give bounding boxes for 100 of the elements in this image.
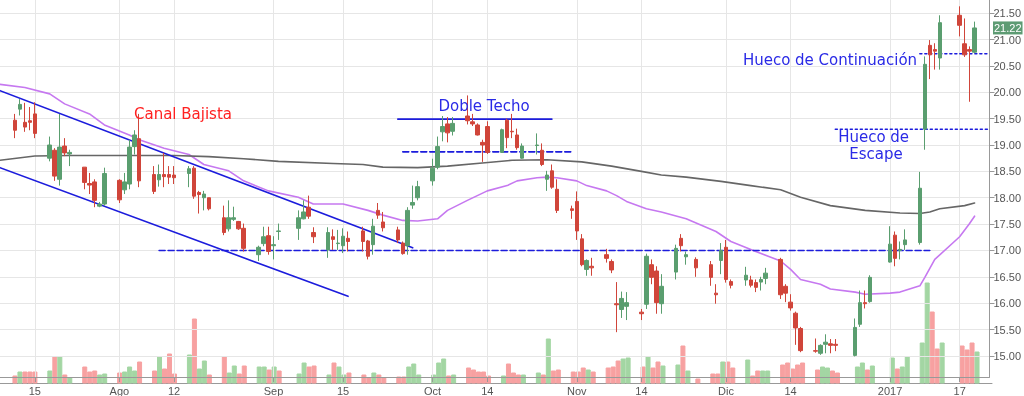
bar xyxy=(446,375,452,384)
candlestick xyxy=(346,230,350,253)
bar xyxy=(466,367,472,384)
bar xyxy=(924,282,930,384)
bar xyxy=(580,367,586,384)
candlestick xyxy=(813,338,818,354)
x-tick-label: 2017 xyxy=(877,384,903,396)
bar xyxy=(326,374,332,384)
candlestick xyxy=(903,228,907,251)
candlestick xyxy=(818,343,823,356)
x-tick-label: 12 xyxy=(167,384,181,396)
candlestick xyxy=(500,128,504,154)
candlestick xyxy=(853,317,857,357)
bar xyxy=(760,370,766,384)
x-tick-label: Dic xyxy=(718,384,735,396)
candlestick xyxy=(520,142,524,160)
y-tick-label: 16.00 xyxy=(993,297,1021,310)
bar xyxy=(834,372,840,384)
candlestick xyxy=(639,308,644,321)
bar xyxy=(520,374,526,384)
bar xyxy=(346,372,352,384)
bar xyxy=(371,372,377,384)
candlestick xyxy=(729,278,733,289)
bar xyxy=(864,369,870,384)
bar xyxy=(680,345,686,384)
bar xyxy=(221,356,227,384)
bar xyxy=(157,356,163,384)
bar xyxy=(859,362,865,384)
bar xyxy=(869,365,875,384)
bar xyxy=(815,369,821,384)
bar xyxy=(820,366,826,384)
candlestick xyxy=(52,147,57,182)
candlestick xyxy=(659,273,664,315)
candlestick xyxy=(376,202,380,220)
bar xyxy=(974,351,980,384)
x-tick-label: Oct xyxy=(424,384,442,396)
annotation: Hueco de Escape xyxy=(838,127,914,163)
candlestick xyxy=(306,195,311,220)
candlestick xyxy=(410,185,415,210)
bar xyxy=(22,371,28,384)
candlestick xyxy=(684,251,688,266)
candlestick xyxy=(763,267,768,285)
y-tick-label: 20.00 xyxy=(993,86,1021,99)
y-tick-label: 18.00 xyxy=(993,191,1021,204)
bar xyxy=(266,369,272,384)
candlestick xyxy=(604,248,609,264)
candlestick xyxy=(868,274,872,304)
bar xyxy=(515,374,521,384)
bar xyxy=(695,378,701,384)
candlestick xyxy=(276,223,281,241)
candlestick xyxy=(445,116,450,143)
candlestick xyxy=(555,178,559,214)
bar xyxy=(62,374,68,384)
bar xyxy=(206,374,212,384)
bar xyxy=(17,371,23,384)
candlestick xyxy=(644,253,649,310)
candlestick xyxy=(724,239,728,284)
candlestick xyxy=(923,55,927,151)
candlestick xyxy=(788,293,793,312)
y-tick-label: 15.50 xyxy=(993,323,1021,336)
bar xyxy=(720,361,726,384)
candlestick xyxy=(202,190,206,211)
annotation: Canal Bajista xyxy=(133,105,233,123)
candlestick xyxy=(719,242,723,275)
candlestick xyxy=(609,258,614,274)
bar xyxy=(545,338,551,384)
bar xyxy=(361,374,367,384)
bar xyxy=(685,370,691,384)
candlestick xyxy=(57,113,62,187)
candlestick xyxy=(381,211,385,232)
y-tick-label: 21.00 xyxy=(993,33,1021,46)
y-tick-label: 19.00 xyxy=(993,139,1021,151)
bar xyxy=(201,360,207,384)
candlestick xyxy=(918,171,922,246)
x-tick-label: Ago xyxy=(109,384,130,396)
bar xyxy=(67,377,73,384)
candlestick xyxy=(515,128,519,151)
bar xyxy=(396,376,402,384)
bar xyxy=(152,370,158,384)
x-tick-label: 17 xyxy=(953,384,966,396)
bar xyxy=(261,366,267,384)
candlestick xyxy=(371,218,375,256)
x-tick-label: Sep xyxy=(263,384,284,396)
bar xyxy=(710,373,716,384)
candlestick xyxy=(430,158,435,187)
x-tick-label: 15 xyxy=(28,384,41,396)
bar xyxy=(376,374,382,384)
bar xyxy=(540,374,546,384)
x-tick-label: 14 xyxy=(481,384,494,396)
bar xyxy=(675,364,681,384)
candlestick xyxy=(957,5,962,37)
candlestick xyxy=(266,226,271,256)
bar xyxy=(904,356,910,384)
bar xyxy=(97,374,103,384)
bar xyxy=(241,365,247,384)
candlestick xyxy=(415,180,420,201)
candlestick xyxy=(405,206,410,256)
candlestick xyxy=(898,240,902,260)
candlestick xyxy=(893,230,897,267)
candlestick xyxy=(117,178,122,204)
